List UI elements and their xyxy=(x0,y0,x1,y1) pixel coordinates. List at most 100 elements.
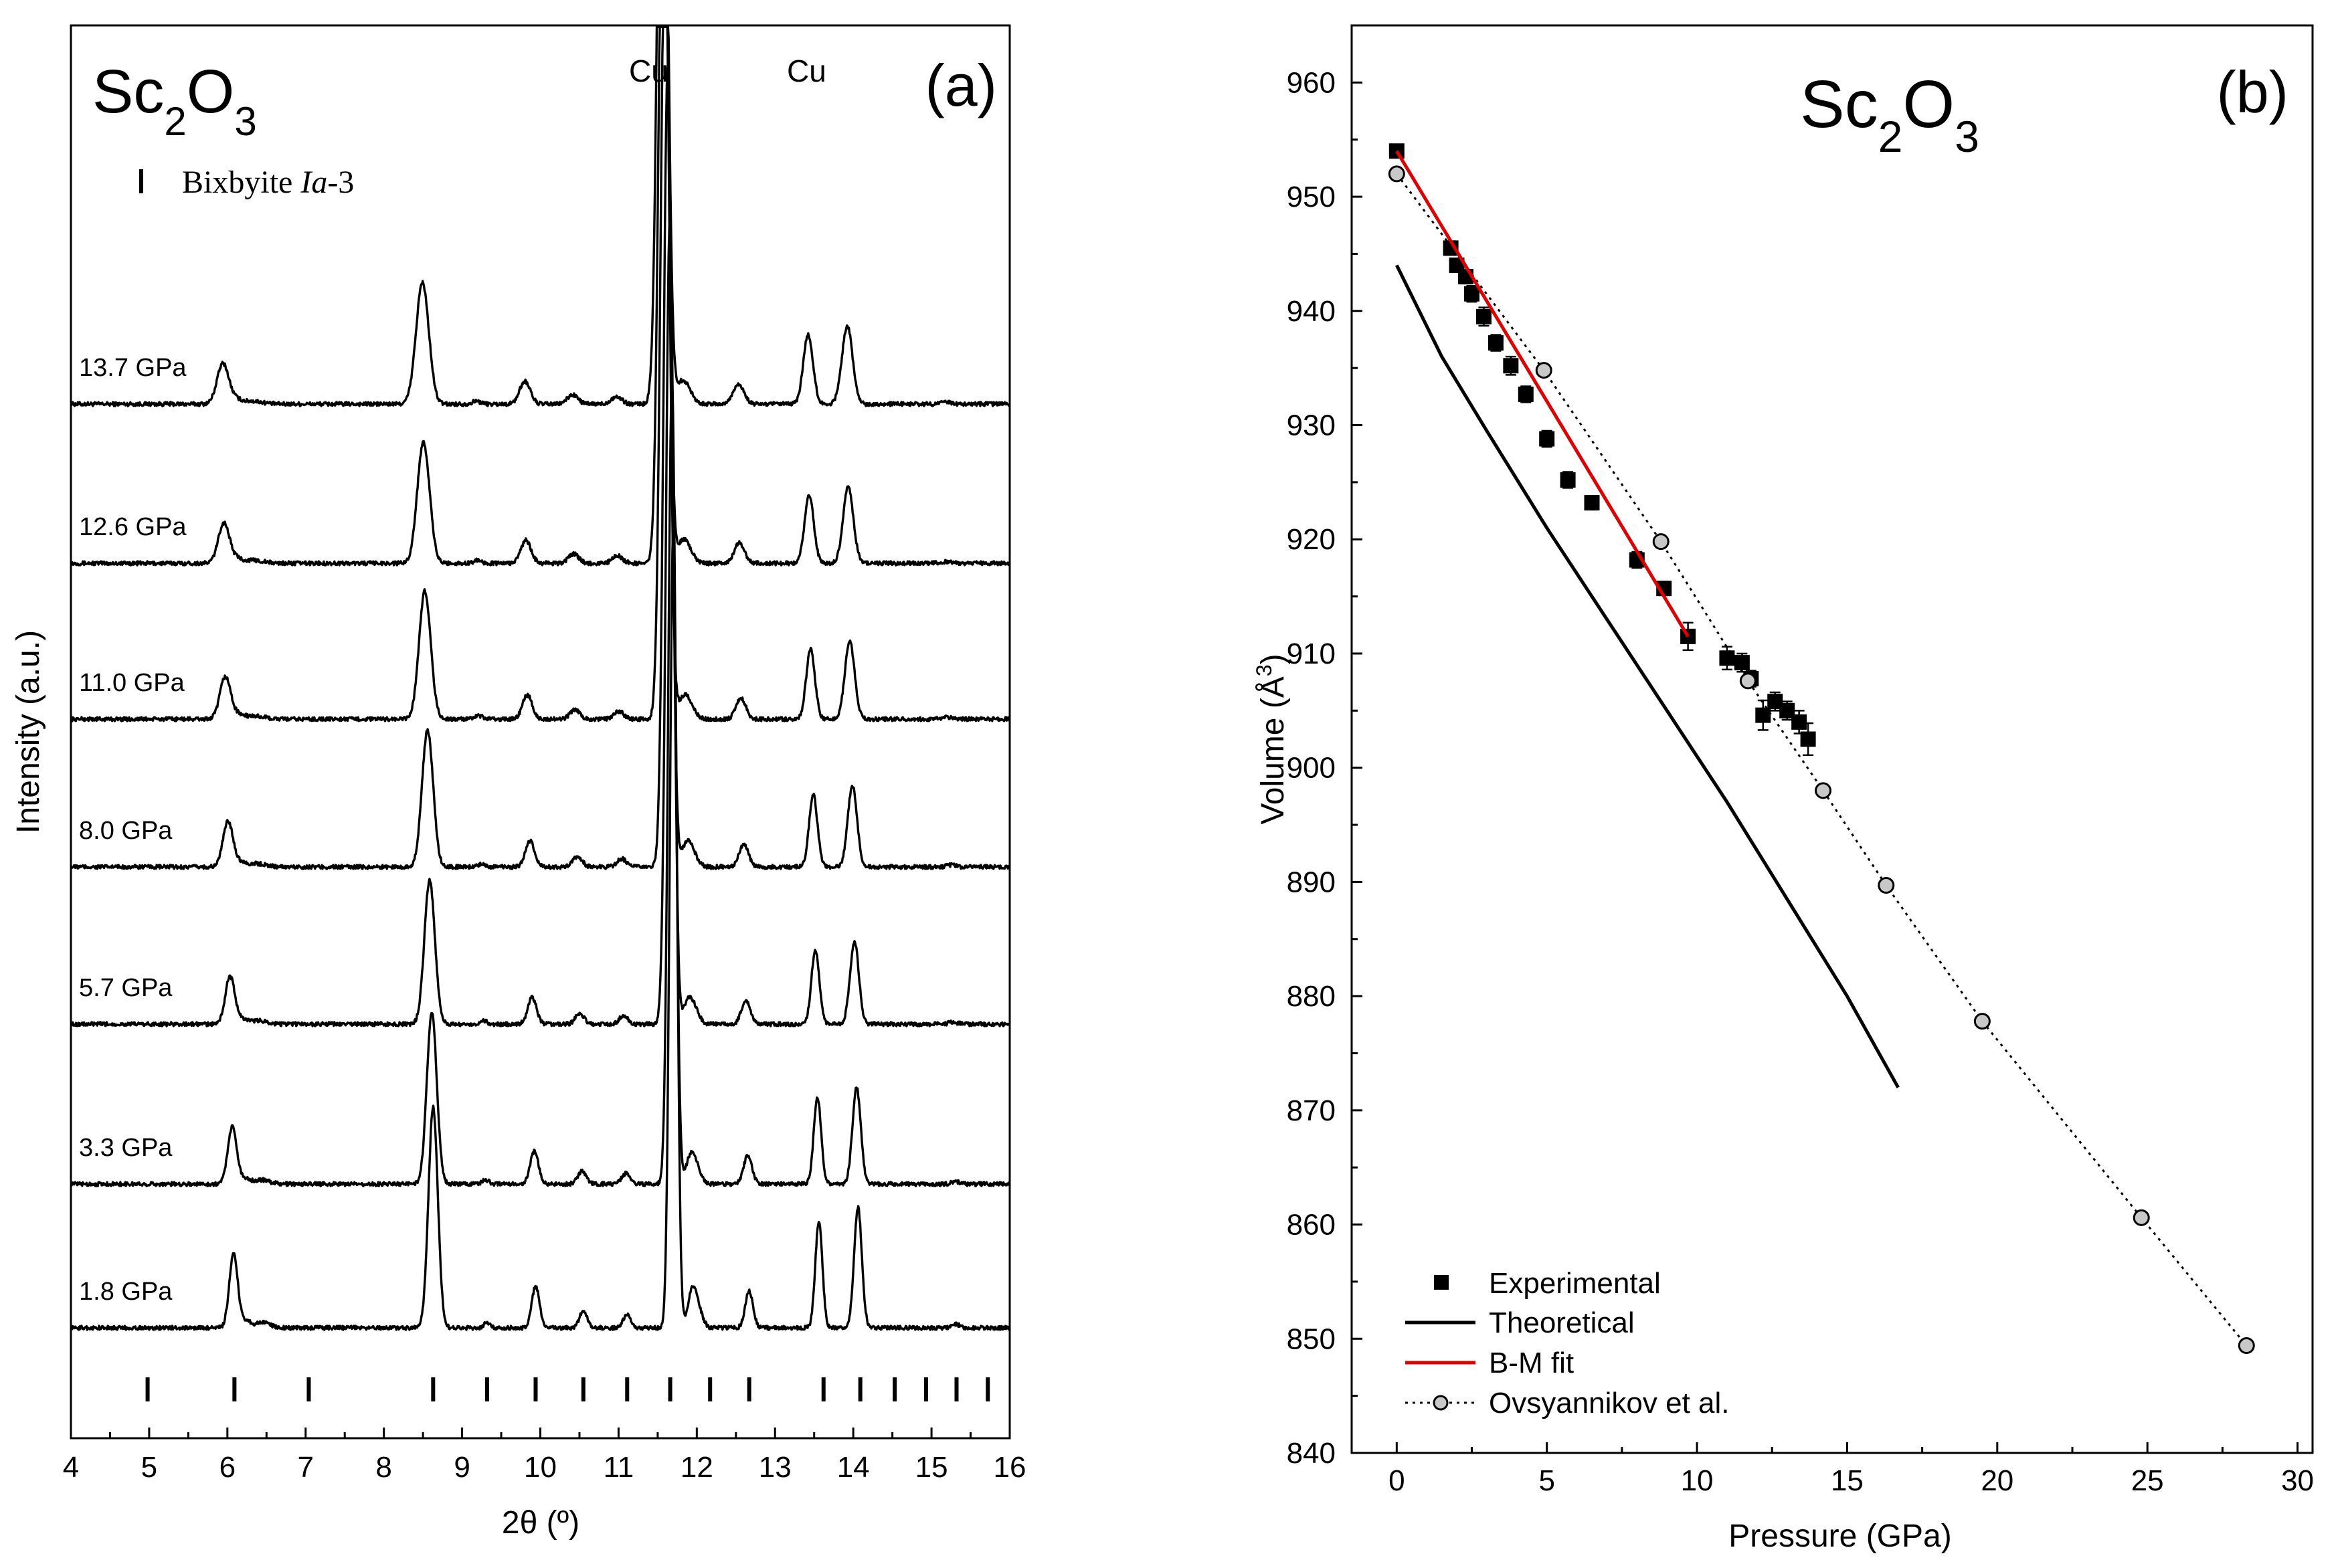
x-tick-label: 14 xyxy=(837,1451,870,1484)
pressure-label: 1.8 GPa xyxy=(79,1278,173,1306)
ovsyannikov-point xyxy=(1535,362,1552,379)
legend-experimental-label: Experimental xyxy=(1489,1267,1661,1300)
legend-ovsyannikov-marker xyxy=(1433,1395,1449,1411)
panel-b-legend: Experimental Theoretical B-M fit Ovsyann… xyxy=(1405,1267,1730,1419)
x-tick-label: 8 xyxy=(375,1451,391,1484)
x-tick-label: 9 xyxy=(454,1451,470,1484)
legend-experimental-marker xyxy=(1434,1275,1449,1290)
diffraction-pattern xyxy=(70,219,1011,1027)
bm-fit-line xyxy=(1395,150,1690,638)
experimental-point xyxy=(1488,335,1504,351)
experimental-point xyxy=(1503,358,1519,374)
y-tick-label: 850 xyxy=(1287,1322,1336,1355)
experimental-point xyxy=(1475,308,1492,324)
x-tick-label: 5 xyxy=(1538,1464,1554,1497)
reflection-marker xyxy=(668,1377,672,1401)
reflection-marker xyxy=(232,1377,237,1401)
x-tick-label: 13 xyxy=(759,1451,792,1484)
panel-b-title: Sc2O3 xyxy=(1800,67,1979,161)
ovsyannikov-point xyxy=(2133,1209,2150,1226)
x-tick-label: 15 xyxy=(915,1451,948,1484)
diffraction-pattern xyxy=(70,25,1010,722)
y-tick-label: 880 xyxy=(1287,980,1336,1013)
panel-b-y-label: Volume (Å3) xyxy=(1252,654,1291,824)
x-tick-label: 20 xyxy=(1981,1464,2013,1497)
x-tick-label: 30 xyxy=(2281,1464,2314,1497)
y-tick-label: 930 xyxy=(1287,409,1336,442)
reflection-marker xyxy=(708,1377,713,1401)
legend-ovsyannikov-label: Ovsyannikov et al. xyxy=(1489,1387,1730,1419)
panel-a-y-label: Intensity (a.u.) xyxy=(11,630,46,834)
diffraction-pattern xyxy=(70,382,1011,1187)
reflection-marker xyxy=(858,1377,863,1401)
experimental-point xyxy=(1560,472,1576,488)
pressure-label: 12.6 GPa xyxy=(79,513,187,541)
pressure-label: 11.0 GPa xyxy=(79,669,185,697)
diffraction-pattern xyxy=(70,527,1011,1331)
x-tick-label: 0 xyxy=(1388,1464,1405,1497)
pressure-label: 3.3 GPa xyxy=(79,1134,173,1162)
theoretical-curve xyxy=(1395,264,1900,1088)
panel-a-x-label: 2θ (º) xyxy=(502,1505,579,1541)
experimental-point xyxy=(1755,707,1771,723)
ovsyannikov-point xyxy=(1815,782,1832,799)
y-tick-label: 960 xyxy=(1287,66,1336,99)
ovsyannikov-line xyxy=(1396,173,2248,1347)
legend-bm-fit-label: B-M fit xyxy=(1489,1347,1574,1379)
y-tick-label: 860 xyxy=(1287,1209,1336,1242)
experimental-point xyxy=(1464,286,1479,302)
cu-annotation-1: Cu xyxy=(629,54,668,88)
reflection-marker xyxy=(533,1377,538,1401)
panel-b-label: (b) xyxy=(2216,59,2288,125)
experimental-point xyxy=(1734,655,1750,671)
reflection-marker xyxy=(747,1377,751,1401)
experimental-point xyxy=(1539,431,1555,447)
panel-a-label: (a) xyxy=(925,52,997,118)
x-tick-label: 12 xyxy=(681,1451,713,1484)
pressure-label: 8.0 GPa xyxy=(79,817,173,845)
reflection-marker xyxy=(893,1377,897,1401)
x-tick-label: 16 xyxy=(994,1451,1026,1484)
reflection-marker xyxy=(431,1377,436,1401)
panel-b-frame xyxy=(1350,24,2314,1454)
reflection-marker xyxy=(581,1377,586,1401)
cu-annotation-2: Cu xyxy=(787,54,826,88)
y-tick-label: 950 xyxy=(1287,181,1336,213)
y-tick-label: 870 xyxy=(1287,1094,1336,1127)
diffraction-pattern xyxy=(70,63,1011,870)
x-tick-label: 10 xyxy=(524,1451,557,1484)
x-tick-label: 6 xyxy=(219,1451,236,1484)
reflection-marker xyxy=(986,1377,990,1401)
reflection-marker xyxy=(145,1377,150,1401)
x-tick-label: 11 xyxy=(604,1451,634,1484)
x-tick-label: 15 xyxy=(1831,1464,1864,1497)
ovsyannikov-point xyxy=(1739,672,1756,690)
y-tick-label: 910 xyxy=(1287,638,1336,670)
ovsyannikov-point xyxy=(1878,877,1895,894)
x-tick-label: 5 xyxy=(141,1451,157,1484)
panel-a-frame xyxy=(70,24,1011,1440)
x-tick-label: 7 xyxy=(298,1451,314,1484)
panel-b-volume-pressure: 0 5 10 15 20 25 30 840 850 860 870 880 890 900 910 920 9… xyxy=(1252,24,2314,1554)
diffraction-pattern xyxy=(70,25,1010,567)
legend-theoretical-label: Theoretical xyxy=(1489,1306,1635,1339)
experimental-point xyxy=(1791,714,1807,730)
reflection-marker xyxy=(923,1377,928,1401)
bixbyite-reflection-markers xyxy=(145,1377,990,1401)
x-tick-label: 25 xyxy=(2131,1464,2164,1497)
panel-b-x-label: Pressure (GPa) xyxy=(1728,1518,1951,1554)
x-tick-label: 10 xyxy=(1681,1464,1714,1497)
experimental-point xyxy=(1584,495,1600,511)
diffraction-patterns: 13.7 GPa 12.6 GPa 11.0 GPa 8.0 GPa 5.7 GPa 3.… xyxy=(70,25,1011,1331)
panel-a-xrd-patterns: 13.7 GPa 12.6 GPa 11.0 GPa 8.0 GPa 5.7 GPa 3.… xyxy=(11,24,1026,1541)
x-tick-label: 4 xyxy=(63,1451,79,1484)
ovsyannikov-point xyxy=(1973,1013,1991,1030)
ovsyannikov-point xyxy=(1388,165,1405,183)
panel-a-title: Sc2O3 xyxy=(92,58,257,144)
bixbyite-legend-marker xyxy=(139,169,143,193)
pressure-label: 13.7 GPa xyxy=(79,354,187,382)
reflection-marker xyxy=(821,1377,826,1401)
y-tick-label: 840 xyxy=(1287,1437,1336,1470)
bixbyite-legend-label: Bixbyite Ia-3 xyxy=(182,165,354,200)
